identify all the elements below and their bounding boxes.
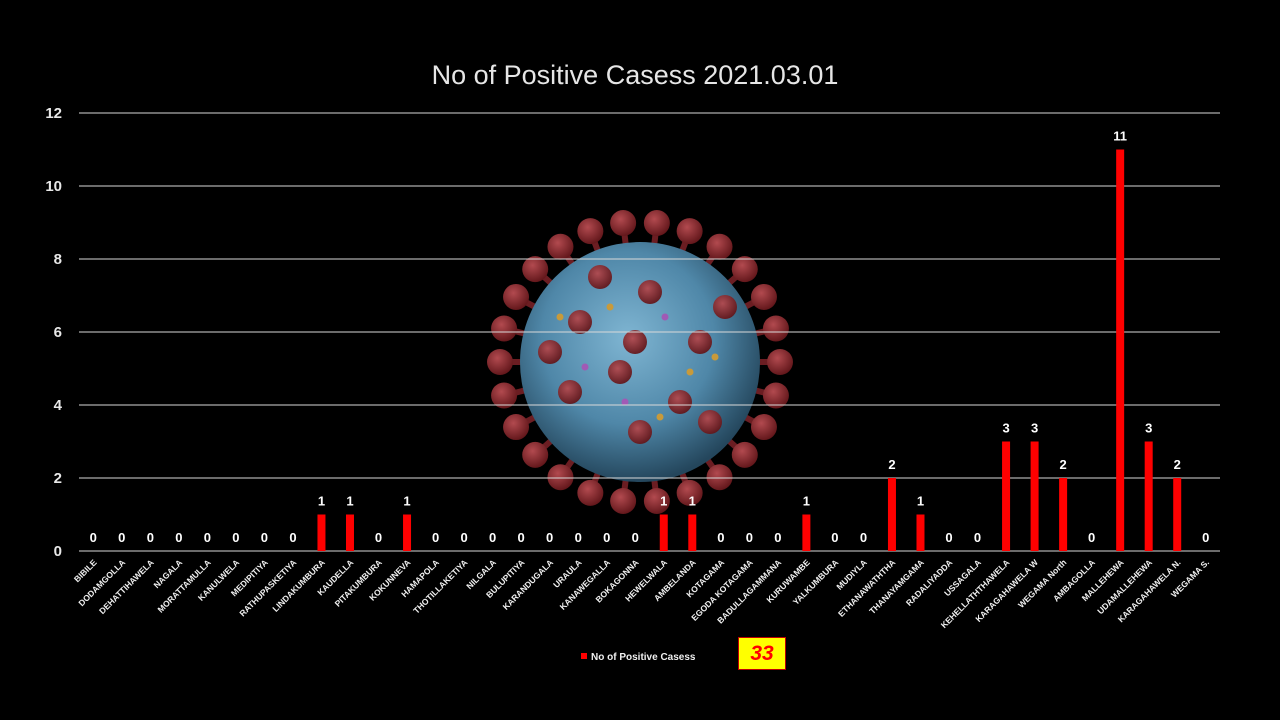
data-label: 3 [1145, 421, 1152, 436]
gridlines [79, 112, 1220, 552]
data-label: 0 [546, 530, 553, 545]
data-label: 11 [1113, 129, 1127, 144]
data-label: 2 [1174, 457, 1181, 472]
y-tick-label: 12 [45, 105, 62, 122]
data-label: 0 [1088, 530, 1095, 545]
data-label: 0 [717, 530, 724, 545]
data-label: 0 [289, 530, 296, 545]
y-tick-label: 4 [54, 397, 63, 414]
y-axis-ticks: 0 2 4 6 8 10 12 [45, 105, 62, 560]
bar [1059, 478, 1068, 551]
bar [1173, 478, 1182, 551]
data-label: 0 [945, 530, 952, 545]
data-label: 0 [375, 530, 382, 545]
bar [1002, 441, 1011, 551]
x-tick-label: KANAWEGALLA [558, 557, 612, 611]
data-label: 0 [90, 530, 97, 545]
data-label: 2 [888, 457, 895, 472]
y-tick-label: 6 [54, 324, 62, 341]
bar [802, 514, 811, 551]
total-count-badge: 33 [738, 637, 786, 670]
bar [659, 514, 668, 551]
data-label: 0 [147, 530, 154, 545]
data-label: 3 [1031, 421, 1038, 436]
bar [317, 514, 326, 551]
y-tick-label: 0 [54, 543, 62, 560]
x-axis-ticks: BIBILEDODAMGOLLADEHATTIHAWELANAGALAMORAT… [72, 557, 1211, 630]
data-label: 0 [632, 530, 639, 545]
data-label: 2 [1059, 457, 1066, 472]
data-label: 1 [403, 494, 410, 509]
bar [1116, 149, 1125, 551]
data-label: 0 [204, 530, 211, 545]
data-label: 0 [489, 530, 496, 545]
data-label: 0 [432, 530, 439, 545]
data-label: 0 [261, 530, 268, 545]
data-label: 0 [575, 530, 582, 545]
chart-title: No of Positive Casess 2021.03.01 [432, 60, 839, 90]
data-label: 0 [831, 530, 838, 545]
x-tick-label: DEHATTIHAWELA [97, 557, 156, 616]
bar [403, 514, 412, 551]
bar [1144, 441, 1153, 551]
data-label: 1 [346, 494, 353, 509]
x-tick-label: LINDAKUMBURA [270, 557, 326, 613]
data-label: 0 [746, 530, 753, 545]
x-tick-label: MORATTAMULLA [156, 557, 213, 614]
data-label: 1 [803, 494, 810, 509]
bar [1030, 441, 1039, 551]
data-label: 0 [860, 530, 867, 545]
y-tick-label: 8 [54, 251, 62, 268]
data-label: 1 [318, 494, 325, 509]
bar [688, 514, 697, 551]
y-tick-label: 2 [54, 470, 62, 487]
data-label: 0 [774, 530, 781, 545]
data-label: 0 [518, 530, 525, 545]
x-tick-label: KARANDUGALA [501, 557, 555, 611]
bars [317, 149, 1182, 551]
legend-label: No of Positive Casess [591, 652, 696, 663]
data-label: 1 [689, 494, 696, 509]
x-tick-label: BIBILE [72, 557, 99, 584]
data-label: 1 [660, 494, 667, 509]
data-label: 0 [118, 530, 125, 545]
legend-swatch [581, 653, 587, 659]
data-label: 0 [460, 530, 467, 545]
bar [887, 478, 896, 551]
data-label: 0 [1202, 530, 1209, 545]
data-label: 3 [1002, 421, 1009, 436]
coronavirus-illustration [487, 210, 793, 514]
bar [916, 514, 925, 551]
data-label: 1 [917, 494, 924, 509]
bar [345, 514, 354, 551]
data-label: 0 [232, 530, 239, 545]
x-tick-label: THOTILLAKETIYA [411, 557, 469, 615]
data-label: 0 [974, 530, 981, 545]
legend: No of Positive Casess [581, 652, 696, 663]
data-label: 0 [603, 530, 610, 545]
data-label: 0 [175, 530, 182, 545]
y-tick-label: 10 [45, 178, 62, 195]
